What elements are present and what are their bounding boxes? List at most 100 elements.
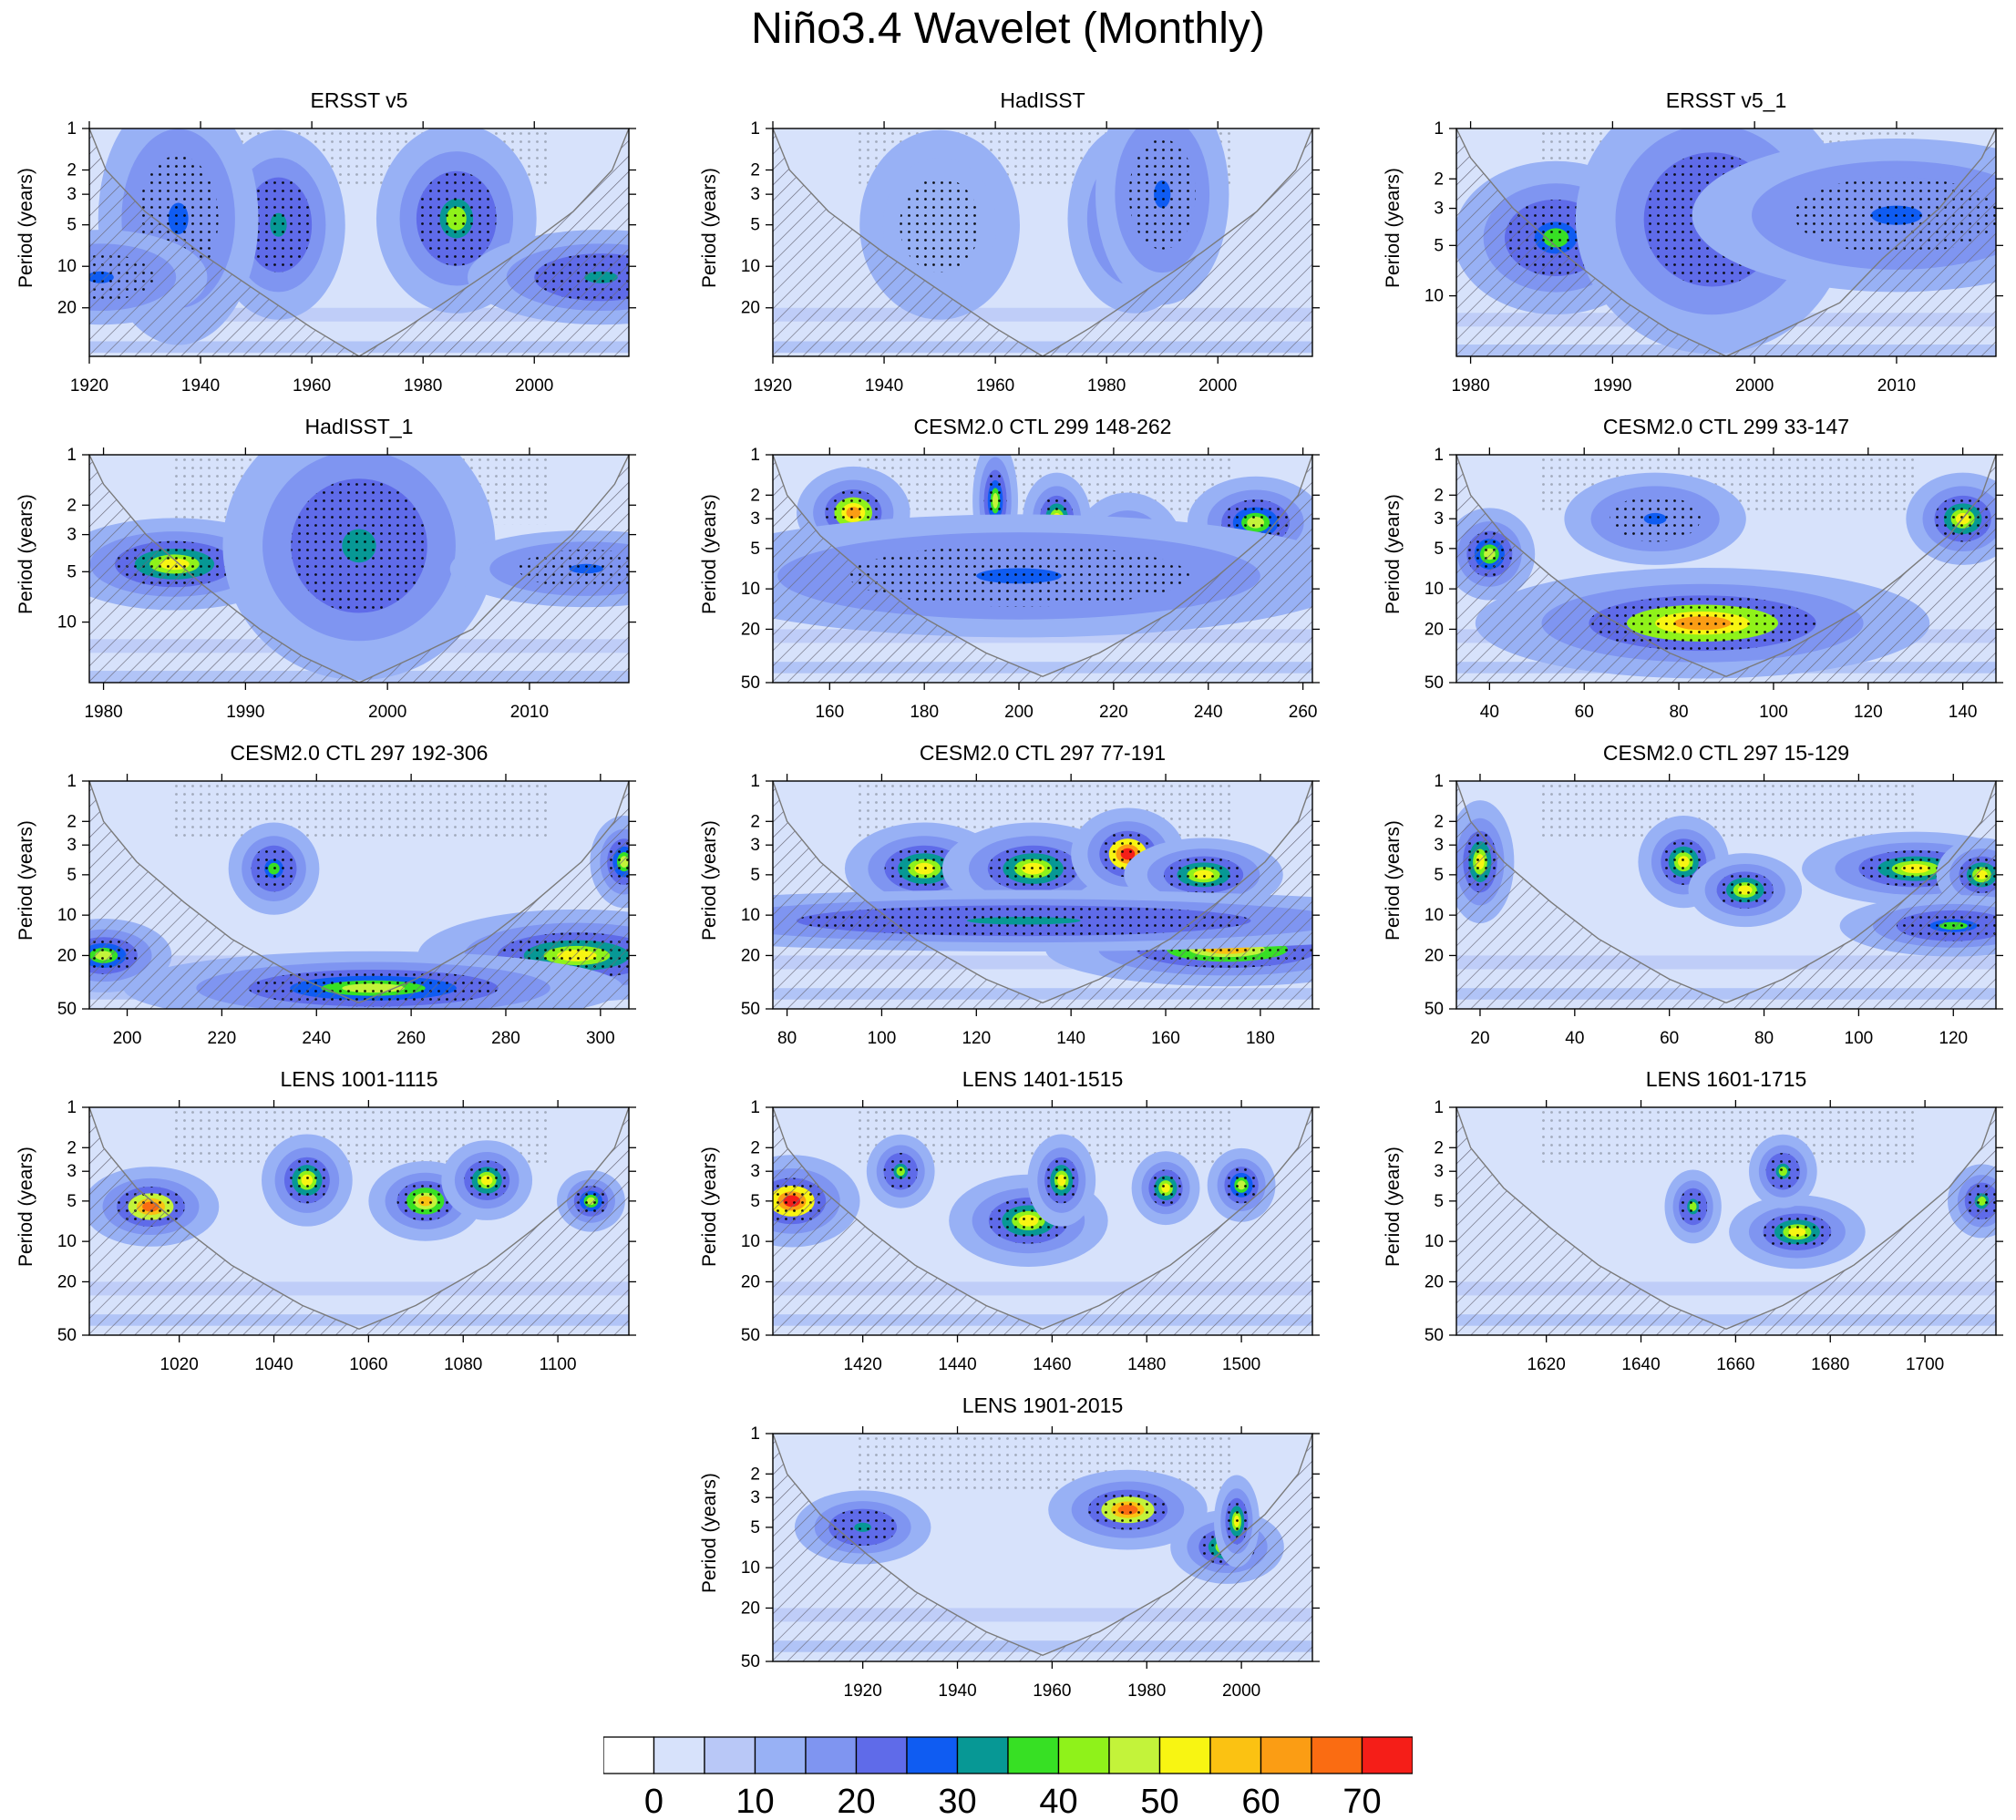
colorbar-swatch (754, 1736, 807, 1774)
x-tick-label: 2010 (1877, 376, 1916, 396)
y-tick-label: 2 (67, 1138, 77, 1157)
x-tick-label: 1940 (938, 1681, 976, 1701)
panel-hadisst-1: 1 2 3 5 10 1980 1990 2000 2010 HadISST_1 Period … (0, 415, 656, 739)
cone-of-influence-hatch (773, 1434, 1312, 1661)
x-tick-label: 1980 (404, 376, 442, 396)
cone-of-influence-line (1456, 129, 1996, 356)
significance-stipple (1224, 1167, 1259, 1204)
panel-ersst-v5: 1 2 3 5 10 20 1920 1940 1960 1980 2000 ERSST v5 Pe… (0, 88, 656, 413)
x-tick-label: 180 (1246, 1029, 1275, 1048)
panel-title: CESM2.0 CTL 297 77-191 (919, 741, 1167, 765)
y-tick-label: 20 (1425, 620, 1444, 639)
y-tick-label: 10 (1425, 287, 1444, 306)
y-tick-label: 10 (57, 613, 77, 632)
plot-area (1456, 1107, 1996, 1335)
cone-of-influence-line (89, 129, 629, 356)
cone-of-influence-hatch (89, 781, 629, 1009)
y-tick-label: 50 (1425, 1000, 1444, 1019)
panel-title: ERSST v5_1 (1665, 88, 1787, 112)
x-tick-label: 1620 (1527, 1355, 1566, 1374)
x-tick-label: 1980 (84, 703, 122, 722)
colorbar-label: 60 (1241, 1783, 1280, 1816)
y-tick-label: 20 (741, 1272, 760, 1291)
y-tick-label: 5 (750, 1518, 760, 1537)
cone-of-influence-line (773, 129, 1312, 356)
plot-area (1456, 455, 1996, 683)
x-tick-label: 1990 (226, 703, 264, 722)
colorbar-label: 10 (735, 1783, 774, 1816)
colorbar-label: 50 (1140, 1783, 1178, 1816)
x-tick-label: 2010 (510, 703, 549, 722)
panel-ersst-v5-1: 1 2 3 5 10 1980 1990 2000 2010 ERSST v5_1 Period… (1367, 88, 2016, 413)
x-tick-label: 40 (1565, 1029, 1584, 1048)
colorbar-swatch (956, 1736, 1009, 1774)
cone-of-influence-line (773, 781, 1312, 1004)
x-tick-label: 1680 (1811, 1355, 1849, 1374)
y-axis-label: Period (years) (1383, 820, 1404, 941)
x-tick-label: 60 (1660, 1029, 1679, 1048)
cone-of-influence-line (1456, 781, 1996, 1004)
y-tick-label: 10 (741, 906, 760, 925)
y-tick-label: 10 (57, 1232, 77, 1251)
y-tick-label: 50 (57, 1000, 77, 1019)
x-tick-label: 1920 (754, 376, 792, 396)
plot-frame (88, 780, 630, 1010)
y-tick-label: 50 (1425, 1326, 1444, 1345)
significance-stipple (1148, 1169, 1183, 1207)
panel-title: CESM2.0 CTL 297 15-129 (1602, 741, 1850, 765)
significance-stipple (1679, 1188, 1708, 1226)
plot-frame (1455, 128, 1997, 357)
y-axis-label: Period (years) (1383, 494, 1404, 614)
x-tick-label: 140 (1056, 1029, 1085, 1048)
panel-cesm-297-192-306: 1 2 3 5 10 20 50 200 220 240 260 280 300 CESM2.0 CTL… (0, 741, 656, 1065)
colorbar-swatch (1361, 1736, 1413, 1774)
y-tick-label: 20 (1425, 946, 1444, 965)
wavelet-plot: 1 2 3 5 10 20 50 40 60 80 100 120 140 (1425, 446, 2003, 722)
x-tick-label: 220 (1099, 703, 1128, 722)
y-tick-label: 3 (67, 836, 77, 855)
x-tick-label: 1080 (444, 1355, 482, 1374)
significance-stipple (1765, 1152, 1801, 1190)
colorbar-label: 70 (1342, 1783, 1381, 1816)
x-tick-label: 220 (208, 1029, 237, 1048)
wavelet-plot: 1 2 3 5 10 20 1920 1940 1960 1980 2000 (57, 119, 636, 396)
y-axis-label: Period (years) (15, 168, 36, 288)
significance-stipple (1589, 595, 1816, 652)
figure-title: Niño3.4 Wavelet (Monthly) (751, 5, 1265, 53)
x-tick-label: 2000 (1222, 1681, 1260, 1701)
x-tick-label: 120 (1854, 703, 1883, 722)
y-axis-label: Period (years) (15, 1146, 36, 1267)
y-tick-label: 1 (67, 119, 77, 139)
x-tick-label: 20 (1470, 1029, 1489, 1048)
significance-stipple (1225, 1497, 1249, 1545)
y-tick-label: 10 (741, 1558, 760, 1578)
colorbar-swatch (855, 1736, 908, 1774)
plot-frame (772, 128, 1313, 357)
panel-lens-1001-1115: 1 2 3 5 10 20 50 1020 1040 1060 1080 1100 LENS 1001… (0, 1067, 656, 1392)
y-tick-label: 3 (67, 1162, 77, 1181)
plot-frame (88, 128, 630, 357)
panel-lens-1901-2015: 1 2 3 5 10 20 50 1920 1940 1960 1980 2000 LENS 1901… (684, 1393, 1340, 1718)
x-tick-label: 80 (777, 1029, 797, 1048)
y-tick-label: 20 (57, 1272, 77, 1291)
panel-title: LENS 1401-1515 (962, 1067, 1124, 1091)
plot-frame (1455, 780, 1997, 1010)
plot-area (773, 1107, 1312, 1335)
wavelet-plot: 1 2 3 5 10 20 50 20 40 60 80 100 120 (1425, 772, 2003, 1048)
y-tick-label: 20 (1425, 1272, 1444, 1291)
x-tick-label: 1060 (349, 1355, 387, 1374)
x-tick-label: 80 (1669, 703, 1688, 722)
x-tick-label: 1960 (976, 376, 1014, 396)
cone-of-influence-line (89, 1107, 629, 1331)
y-tick-label: 2 (67, 812, 77, 831)
plot-frame (88, 1106, 630, 1336)
significance-stipple (1537, 1107, 1916, 1164)
x-tick-label: 1100 (540, 1355, 577, 1374)
x-tick-label: 240 (1194, 703, 1223, 722)
y-tick-label: 3 (1434, 200, 1444, 219)
plot-frame (1455, 1106, 1997, 1336)
x-tick-label: 1940 (181, 376, 220, 396)
y-tick-label: 3 (750, 1488, 760, 1507)
significance-stipple (416, 170, 497, 266)
y-tick-label: 5 (1434, 1192, 1444, 1211)
